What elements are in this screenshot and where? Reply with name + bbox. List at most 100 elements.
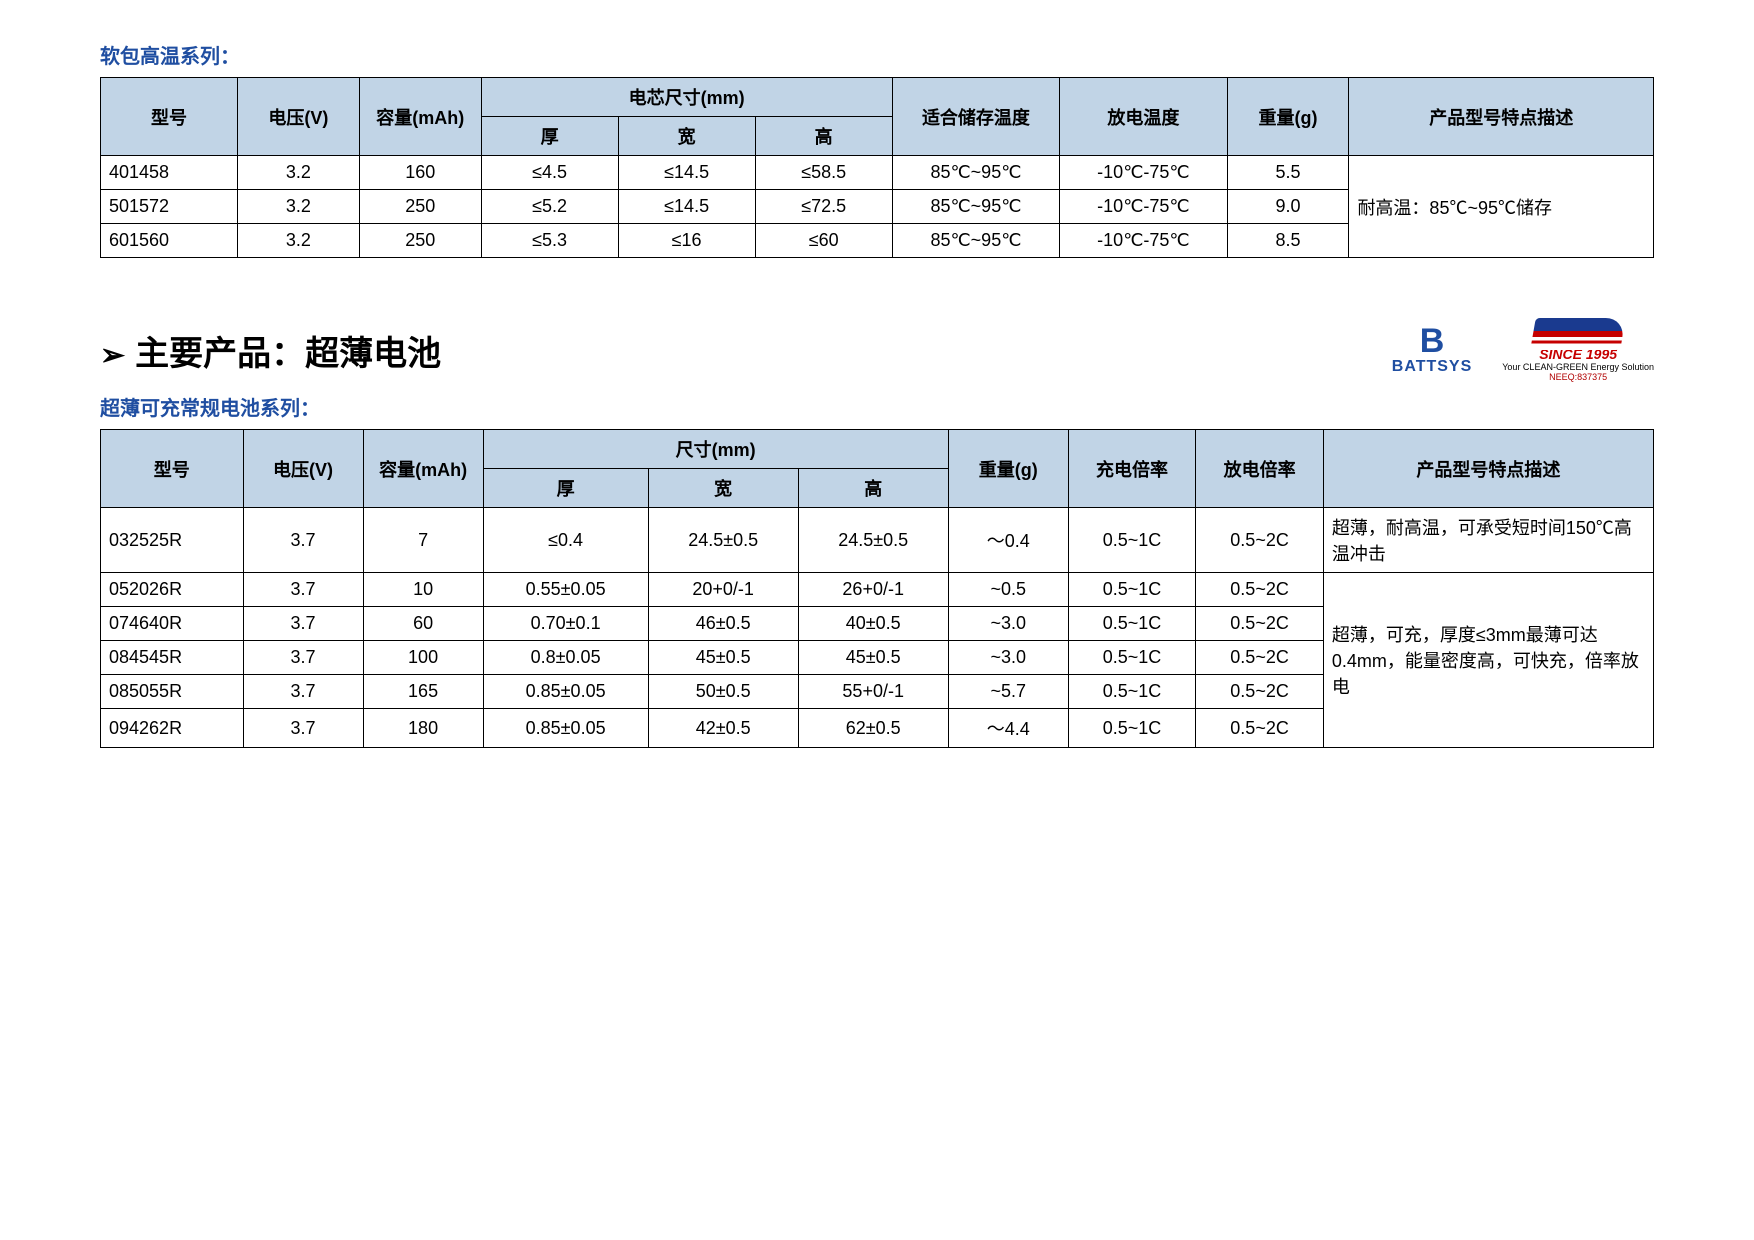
cell-width: ≤16 <box>618 224 755 258</box>
th-thick: 厚 <box>481 117 618 156</box>
cell-desc-merged: 超薄，可充，厚度≤3mm最薄可达0.4mm，能量密度高，可快充，倍率放电 <box>1323 573 1653 748</box>
cell-voltage: 3.2 <box>238 190 360 224</box>
cell-weight: 9.0 <box>1227 190 1349 224</box>
cell-model: 401458 <box>101 156 238 190</box>
th-weight: 重量(g) <box>948 430 1068 508</box>
cell-width: 42±0.5 <box>648 709 798 748</box>
th-capacity: 容量(mAh) <box>363 430 483 508</box>
section1-title: 软包高温系列： <box>100 40 1654 69</box>
th-model: 型号 <box>101 430 244 508</box>
battsys-name: BATTSYS <box>1392 358 1472 376</box>
cell-voltage: 3.7 <box>243 709 363 748</box>
cell-model: 074640R <box>101 607 244 641</box>
cell-thick: 0.85±0.05 <box>483 709 648 748</box>
cell-capacity: 100 <box>363 641 483 675</box>
arrow-icon: ➢ <box>100 339 125 372</box>
cell-discharge: -10℃-75℃ <box>1060 190 1227 224</box>
cell-width: 20+0/-1 <box>648 573 798 607</box>
cell-capacity: 250 <box>359 224 481 258</box>
cell-voltage: 3.7 <box>243 573 363 607</box>
cell-height: 45±0.5 <box>798 641 948 675</box>
cell-thick: 0.55±0.05 <box>483 573 648 607</box>
th-discharge-rate: 放电倍率 <box>1196 430 1324 508</box>
cell-height: 24.5±0.5 <box>798 508 948 573</box>
cell-storage: 85℃~95℃ <box>892 224 1059 258</box>
cell-model: 052026R <box>101 573 244 607</box>
cell-charge: 0.5~1C <box>1068 675 1196 709</box>
th-charge-rate: 充电倍率 <box>1068 430 1196 508</box>
fullriver-slogan: Your CLEAN-GREEN Energy Solution <box>1502 362 1654 372</box>
table-ultra-thin: 型号 电压(V) 容量(mAh) 尺寸(mm) 重量(g) 充电倍率 放电倍率 … <box>100 429 1654 748</box>
table-high-temp: 型号 电压(V) 容量(mAh) 电芯尺寸(mm) 适合储存温度 放电温度 重量… <box>100 77 1654 258</box>
th-dim-group: 电芯尺寸(mm) <box>481 78 892 117</box>
logo-battsys: B BATTSYS <box>1392 324 1472 376</box>
th-capacity: 容量(mAh) <box>359 78 481 156</box>
table-row: 401458 3.2 160 ≤4.5 ≤14.5 ≤58.5 85℃~95℃ … <box>101 156 1654 190</box>
main-title: ➢主要产品：超薄电池 <box>100 326 1392 375</box>
section2-title: 超薄可充常规电池系列： <box>100 392 1654 421</box>
th-voltage: 电压(V) <box>238 78 360 156</box>
cell-width: ≤14.5 <box>618 156 755 190</box>
cell-charge: 0.5~1C <box>1068 573 1196 607</box>
cell-model: 501572 <box>101 190 238 224</box>
cell-capacity: 165 <box>363 675 483 709</box>
table-row: 052026R 3.7 10 0.55±0.05 20+0/-1 26+0/-1… <box>101 573 1654 607</box>
th-width: 宽 <box>618 117 755 156</box>
cell-height: 26+0/-1 <box>798 573 948 607</box>
cell-height: 55+0/-1 <box>798 675 948 709</box>
cell-charge: 0.5~1C <box>1068 508 1196 573</box>
th-dim-group: 尺寸(mm) <box>483 430 948 469</box>
cell-weight: 8.5 <box>1227 224 1349 258</box>
cell-weight: ～4.4 <box>948 709 1068 748</box>
cell-model: 601560 <box>101 224 238 258</box>
cell-thick: 0.8±0.05 <box>483 641 648 675</box>
cell-width: 45±0.5 <box>648 641 798 675</box>
cell-thick: 0.85±0.05 <box>483 675 648 709</box>
th-desc: 产品型号特点描述 <box>1349 78 1654 156</box>
cell-thick: ≤5.3 <box>481 224 618 258</box>
battsys-b-icon: B <box>1420 324 1445 358</box>
cell-capacity: 250 <box>359 190 481 224</box>
cell-thick: ≤0.4 <box>483 508 648 573</box>
cell-storage: 85℃~95℃ <box>892 190 1059 224</box>
cell-charge: 0.5~1C <box>1068 709 1196 748</box>
cell-discharge: 0.5~2C <box>1196 641 1324 675</box>
cell-voltage: 3.7 <box>243 508 363 573</box>
cell-thick: ≤4.5 <box>481 156 618 190</box>
cell-thick: ≤5.2 <box>481 190 618 224</box>
cell-discharge: 0.5~2C <box>1196 709 1324 748</box>
th-weight: 重量(g) <box>1227 78 1349 156</box>
logos: B BATTSYS SINCE 1995 Your CLEAN-GREEN En… <box>1392 318 1654 382</box>
cell-width: 46±0.5 <box>648 607 798 641</box>
cell-discharge: -10℃-75℃ <box>1060 156 1227 190</box>
cell-width: ≤14.5 <box>618 190 755 224</box>
cell-capacity: 7 <box>363 508 483 573</box>
cell-height: ≤72.5 <box>755 190 892 224</box>
cell-voltage: 3.2 <box>238 156 360 190</box>
cell-voltage: 3.7 <box>243 675 363 709</box>
cell-charge: 0.5~1C <box>1068 641 1196 675</box>
cell-weight: 5.5 <box>1227 156 1349 190</box>
th-model: 型号 <box>101 78 238 156</box>
cell-discharge: 0.5~2C <box>1196 607 1324 641</box>
cell-width: 50±0.5 <box>648 675 798 709</box>
cell-thick: 0.70±0.1 <box>483 607 648 641</box>
cell-voltage: 3.2 <box>238 224 360 258</box>
cell-width: 24.5±0.5 <box>648 508 798 573</box>
cell-height: 62±0.5 <box>798 709 948 748</box>
cell-desc-merged: 耐高温：85℃~95℃储存 <box>1349 156 1654 258</box>
cell-weight: ～0.4 <box>948 508 1068 573</box>
cell-weight: ~5.7 <box>948 675 1068 709</box>
th-discharge: 放电温度 <box>1060 78 1227 156</box>
fullriver-code: NEEQ:837375 <box>1549 372 1607 382</box>
main-title-row: ➢主要产品：超薄电池 B BATTSYS SINCE 1995 Your CLE… <box>100 318 1654 382</box>
cell-discharge: 0.5~2C <box>1196 508 1324 573</box>
cell-capacity: 160 <box>359 156 481 190</box>
cell-model: 084545R <box>101 641 244 675</box>
cell-height: 40±0.5 <box>798 607 948 641</box>
logo-fullriver: SINCE 1995 Your CLEAN-GREEN Energy Solut… <box>1502 318 1654 382</box>
cell-discharge: 0.5~2C <box>1196 573 1324 607</box>
cell-discharge: -10℃-75℃ <box>1060 224 1227 258</box>
cell-weight: ~3.0 <box>948 641 1068 675</box>
th-height: 高 <box>798 469 948 508</box>
